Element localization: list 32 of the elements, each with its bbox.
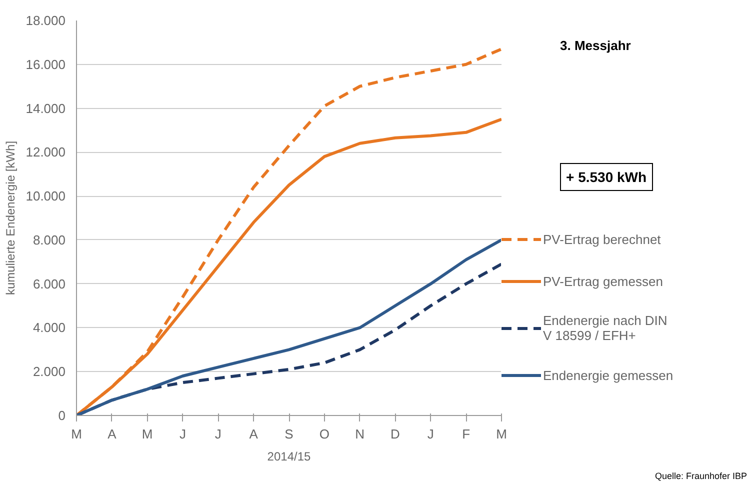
- y-tick-label: 12.000: [26, 144, 66, 160]
- x-tick-label: J: [214, 426, 222, 442]
- x-tick-label: S: [284, 426, 294, 442]
- y-tick-label: 14.000: [26, 100, 66, 116]
- text: 3. Messjahr: [560, 37, 631, 55]
- x-tick-label: M: [496, 426, 507, 442]
- x-tick-label: N: [355, 426, 365, 442]
- x-tick-label: D: [390, 426, 400, 442]
- x-tick-label: M: [142, 426, 153, 442]
- y-tick-label: 0: [58, 408, 66, 423]
- x-tick-label: A: [108, 426, 117, 442]
- y-tick-label: 18.000: [26, 13, 66, 28]
- y-axis-title: kumulierte Endenergie [kWh]: [4, 140, 18, 296]
- y-tick-label: 10.000: [26, 188, 66, 204]
- legend-label: PV-Ertrag berechnet: [543, 232, 661, 246]
- y-tick-label: 2.000: [32, 364, 66, 380]
- x-tick-label: O: [319, 426, 330, 442]
- x-tick-label: J: [180, 426, 186, 442]
- legend-label: Endenergie nach DIN V 18599 / EFH+: [543, 313, 668, 343]
- y-tick-label: 8.000: [32, 232, 66, 248]
- y-tick-label: 4.000: [32, 320, 66, 336]
- x-tick-label: A: [249, 426, 258, 442]
- legend-label: PV-Ertrag gemessen: [543, 274, 663, 288]
- x-tick-label: M: [71, 426, 82, 442]
- y-tick-label: 6.000: [32, 276, 66, 292]
- x-axis-title: 2014/15: [267, 450, 312, 464]
- source-note: Quelle: Fraunhofer IBP: [655, 470, 748, 483]
- x-tick-label: F: [462, 426, 470, 442]
- legend-label: Endenergie gemessen: [543, 368, 674, 382]
- x-tick-label: J: [427, 426, 434, 442]
- text: + 5.530 kWh: [560, 163, 653, 191]
- y-tick-label: 16.000: [26, 56, 66, 72]
